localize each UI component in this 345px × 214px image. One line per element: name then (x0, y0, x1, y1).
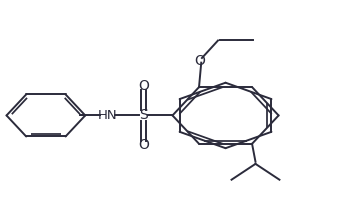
Text: O: O (138, 138, 149, 152)
Text: S: S (139, 108, 148, 122)
Text: O: O (194, 54, 205, 68)
Text: O: O (138, 79, 149, 93)
Text: HN: HN (98, 109, 117, 122)
